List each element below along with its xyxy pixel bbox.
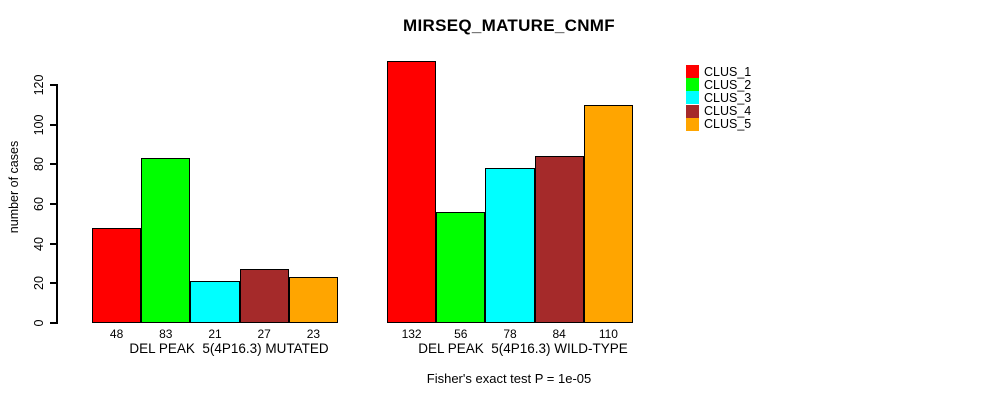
legend-label: CLUS_5 bbox=[704, 117, 752, 132]
legend-swatch-clus_4 bbox=[686, 104, 699, 118]
chart-title: MIRSEQ_MATURE_CNMF bbox=[403, 16, 615, 35]
y-axis-tick-label: 20 bbox=[32, 276, 46, 291]
y-axis-tick-label: 0 bbox=[32, 319, 46, 327]
bar-value-label: 110 bbox=[598, 327, 618, 341]
bar-clus_1 bbox=[387, 61, 436, 323]
legend-label: CLUS_1 bbox=[704, 64, 752, 79]
bar-value-label: 21 bbox=[208, 327, 222, 341]
legend-swatch-clus_3 bbox=[686, 91, 699, 105]
y-axis-tick-label: 80 bbox=[32, 157, 46, 172]
bar-value-label: 132 bbox=[401, 327, 422, 341]
bar-clus_2 bbox=[436, 212, 485, 323]
legend-swatch-clus_5 bbox=[686, 117, 699, 131]
bar-clus_3 bbox=[485, 168, 535, 323]
y-axis-tick-label: 100 bbox=[32, 114, 46, 136]
bar-clus_5 bbox=[289, 277, 338, 323]
x-group-label: DEL PEAK 5(4P16.3) WILD-TYPE bbox=[418, 341, 628, 356]
y-axis-tick-label: 60 bbox=[32, 197, 46, 211]
bar-value-label: 56 bbox=[454, 327, 468, 341]
bar-value-label: 78 bbox=[503, 327, 517, 341]
legend-label: CLUS_2 bbox=[704, 77, 752, 92]
bar-value-label: 27 bbox=[257, 327, 271, 341]
y-axis-tick-label: 120 bbox=[32, 74, 46, 96]
y-axis-tick bbox=[50, 163, 58, 166]
bar-clus_1 bbox=[92, 228, 141, 323]
legend-swatch-clus_2 bbox=[686, 78, 699, 92]
bar-clus_5 bbox=[584, 105, 633, 323]
bar-clus_4 bbox=[240, 269, 289, 323]
fisher-test-annotation: Fisher's exact test P = 1e-05 bbox=[426, 371, 592, 386]
y-axis-tick bbox=[50, 123, 58, 126]
bar-clus_3 bbox=[190, 281, 240, 323]
legend-label: CLUS_4 bbox=[704, 104, 752, 119]
y-axis-tick bbox=[50, 203, 58, 205]
bar-value-label: 48 bbox=[109, 327, 124, 341]
y-axis-tick-label: 40 bbox=[32, 236, 46, 251]
y-axis-title: number of cases bbox=[7, 140, 21, 234]
bar-value-label: 23 bbox=[306, 327, 321, 341]
y-axis-tick bbox=[50, 242, 58, 245]
bar-value-label: 84 bbox=[552, 327, 566, 341]
x-group-label: DEL PEAK 5(4P16.3) MUTATED bbox=[129, 341, 329, 356]
y-axis-tick bbox=[50, 84, 58, 86]
bar-value-label: 83 bbox=[159, 327, 173, 341]
legend-label: CLUS_3 bbox=[704, 90, 752, 105]
bar-clus_4 bbox=[535, 156, 584, 323]
y-axis-tick bbox=[50, 322, 58, 324]
bar-clus_2 bbox=[141, 158, 190, 323]
y-axis-tick bbox=[50, 282, 58, 285]
legend-swatch-clus_1 bbox=[686, 65, 699, 78]
